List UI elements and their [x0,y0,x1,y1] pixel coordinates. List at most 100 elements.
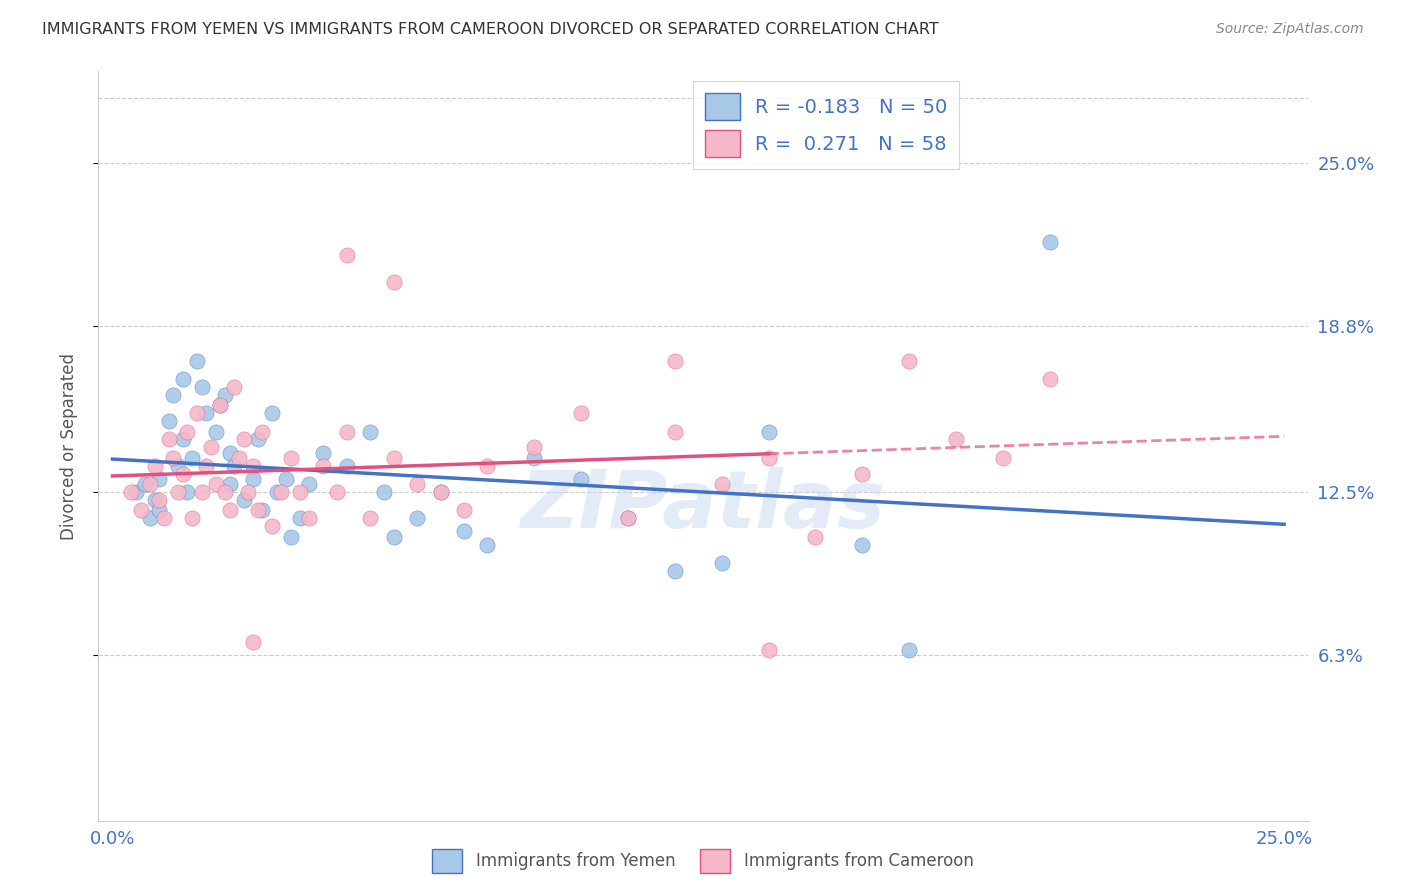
Point [176,425,198,439]
Point [139,477,162,491]
Point [945,433,967,447]
Point [298,477,321,491]
Point [664,353,686,368]
Point [312,458,335,473]
Point [246,503,269,517]
Point [129,503,152,517]
Point [148,503,170,517]
Point [382,530,405,544]
Point [120,485,142,500]
Point [224,458,246,473]
Point [232,433,254,447]
Point [280,450,302,465]
Point [252,425,274,439]
Point [167,458,190,473]
Point [406,511,429,525]
Point [242,458,264,473]
Point [851,538,873,552]
Point [252,503,274,517]
Point [148,492,170,507]
Point [162,388,184,402]
Legend: Immigrants from Yemen, Immigrants from Cameroon: Immigrants from Yemen, Immigrants from C… [426,842,980,880]
Point [312,445,335,459]
Point [167,485,190,500]
Point [181,450,204,465]
Point [218,477,240,491]
Text: IMMIGRANTS FROM YEMEN VS IMMIGRANTS FROM CAMEROON DIVORCED OR SEPARATED CORRELAT: IMMIGRANTS FROM YEMEN VS IMMIGRANTS FROM… [42,22,939,37]
Point [664,564,686,578]
Point [260,519,283,533]
Point [172,467,194,481]
Point [1039,235,1062,250]
Point [172,433,194,447]
Point [200,440,222,454]
Point [274,472,297,486]
Text: Source: ZipAtlas.com: Source: ZipAtlas.com [1216,22,1364,37]
Point [569,406,592,420]
Point [326,485,349,500]
Y-axis label: Divorced or Separated: Divorced or Separated [59,352,77,540]
Point [190,485,212,500]
Point [758,450,780,465]
Point [991,450,1014,465]
Point [280,530,302,544]
Point [851,467,873,481]
Point [710,477,733,491]
Point [195,406,218,420]
Point [148,472,170,486]
Point [204,477,226,491]
Point [246,433,269,447]
Point [157,414,180,428]
Point [181,511,204,525]
Point [157,433,180,447]
Point [336,458,359,473]
Point [898,642,921,657]
Point [209,398,232,412]
Point [1039,372,1062,386]
Point [238,485,260,500]
Point [218,445,240,459]
Point [266,485,288,500]
Point [190,380,212,394]
Point [710,556,733,570]
Point [143,458,166,473]
Point [359,425,381,439]
Point [477,458,499,473]
Point [406,477,429,491]
Point [186,406,208,420]
Point [139,511,162,525]
Point [176,485,198,500]
Point [195,458,218,473]
Point [336,425,359,439]
Point [172,372,194,386]
Point [758,425,780,439]
Point [209,398,232,412]
Point [453,503,475,517]
Point [523,440,546,454]
Point [232,492,254,507]
Point [617,511,640,525]
Point [664,425,686,439]
Point [477,538,499,552]
Point [186,353,208,368]
Point [523,450,546,465]
Point [382,450,405,465]
Point [898,353,921,368]
Point [804,530,827,544]
Point [153,511,176,525]
Point [569,472,592,486]
Point [134,477,156,491]
Point [270,485,292,500]
Point [143,492,166,507]
Point [242,472,264,486]
Point [214,485,236,500]
Point [429,485,451,500]
Point [218,503,240,517]
Point [228,450,250,465]
Point [260,406,283,420]
Point [242,635,264,649]
Point [429,485,451,500]
Point [288,511,311,525]
Legend: R = -0.183   N = 50, R =  0.271   N = 58: R = -0.183 N = 50, R = 0.271 N = 58 [693,81,959,169]
Point [204,425,226,439]
